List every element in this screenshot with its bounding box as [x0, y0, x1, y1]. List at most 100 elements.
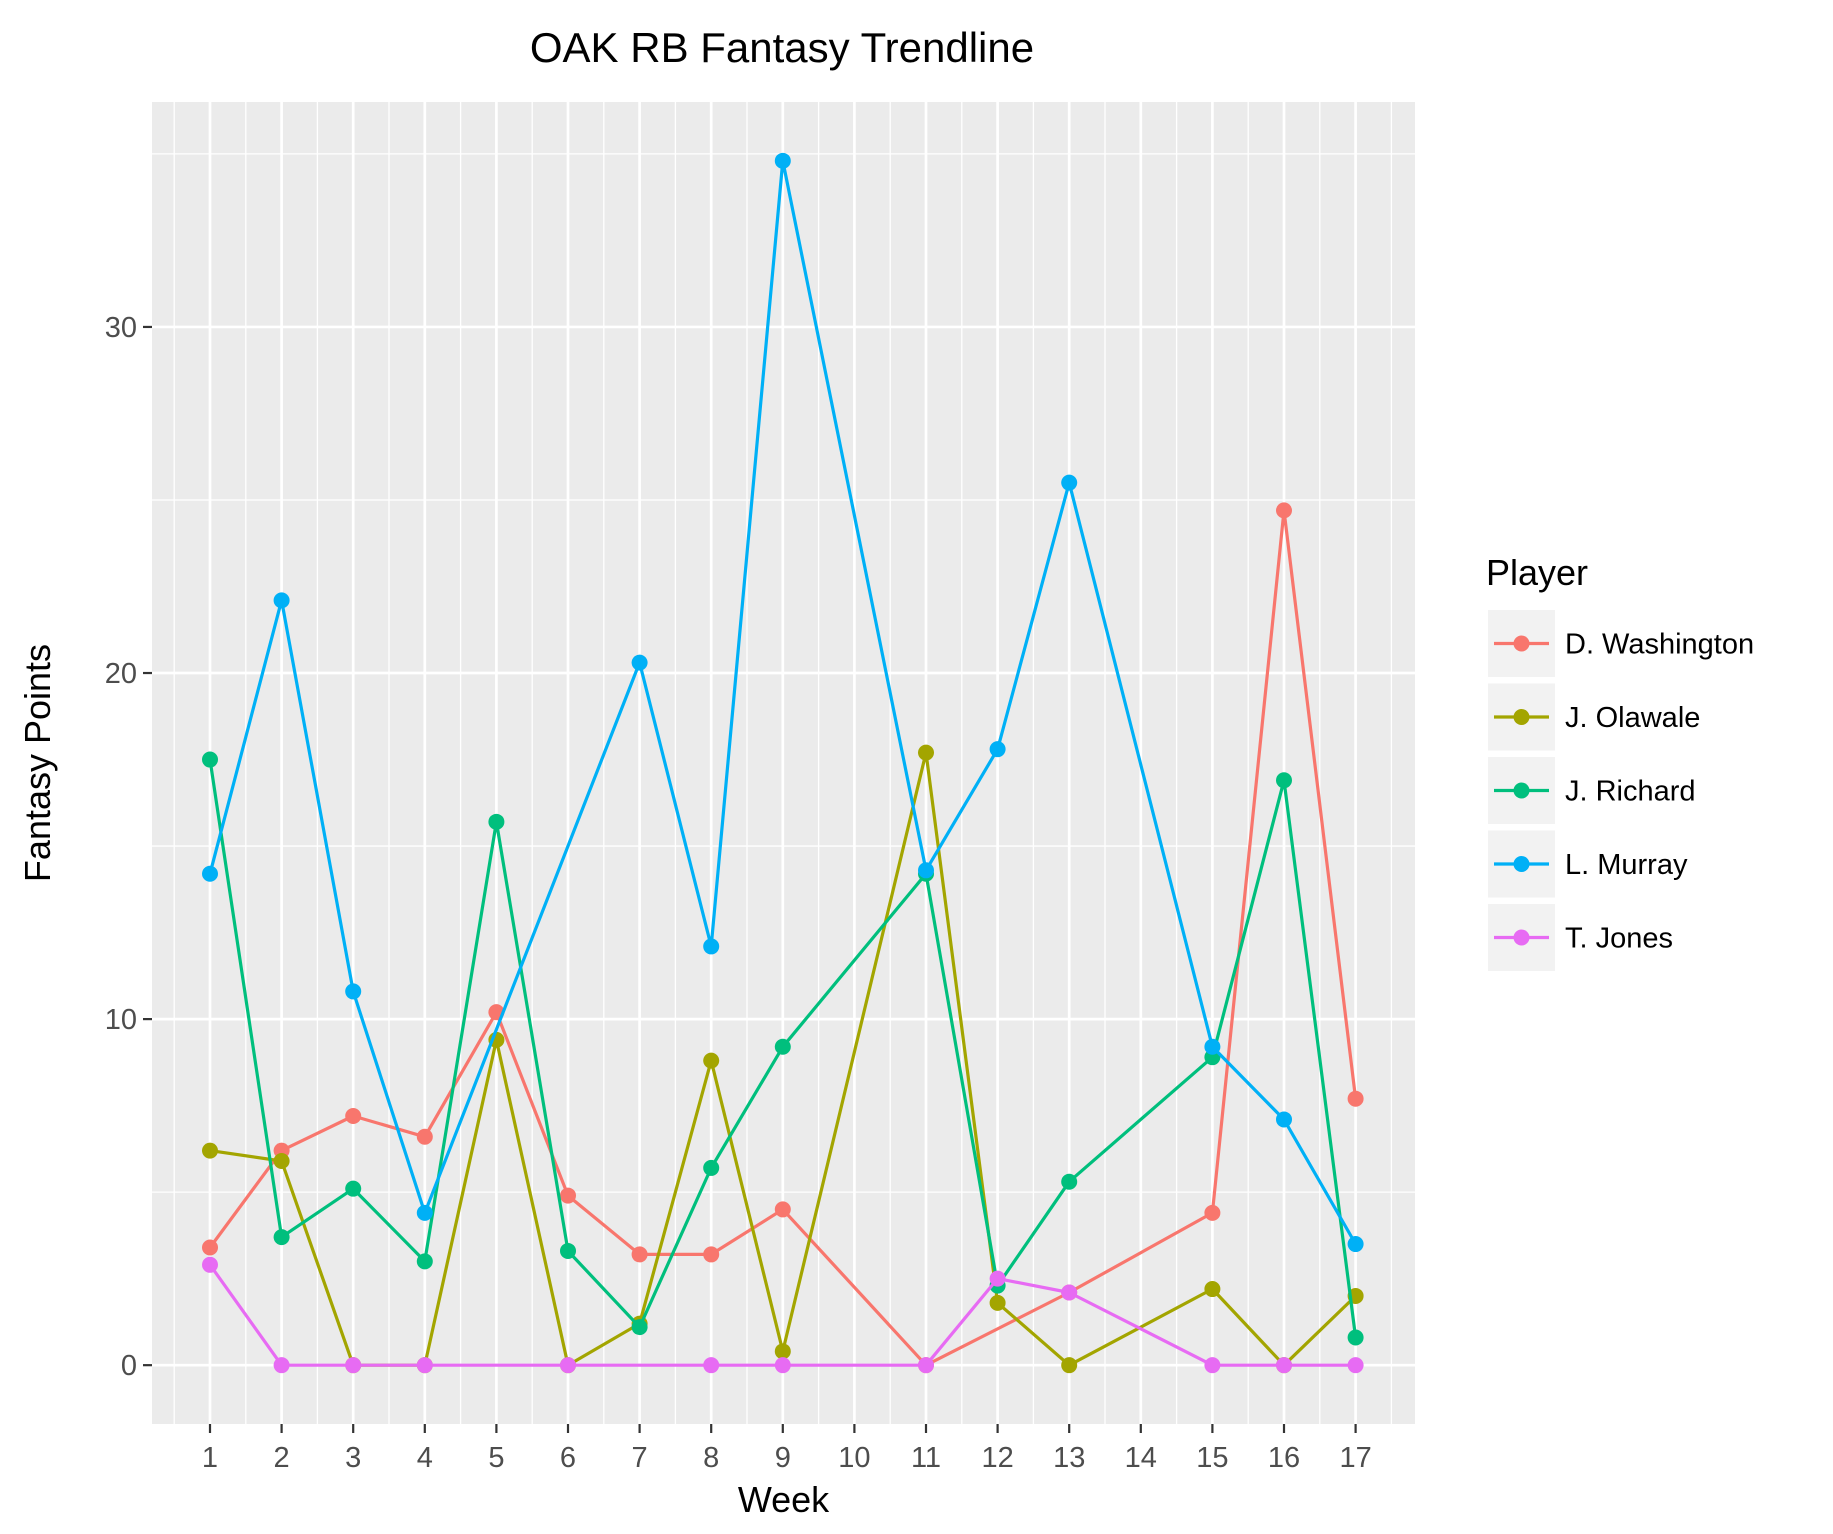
data-point [631, 1319, 648, 1336]
x-axis-title: Week [738, 1479, 830, 1520]
data-point [560, 1357, 576, 1374]
x-tick-label: 4 [417, 1442, 433, 1474]
data-point [202, 1256, 218, 1273]
legend-key-point [1513, 929, 1530, 946]
data-point [1061, 1357, 1078, 1374]
series-j-richard [202, 751, 1364, 1346]
legend: Player D. Washington J. Olawale J. Richard… [1486, 552, 1754, 971]
data-point [1276, 1111, 1292, 1128]
legend-item: J. Olawale [1488, 683, 1700, 751]
grid-major [152, 102, 1415, 1424]
data-point [1276, 1357, 1292, 1374]
data-point [345, 1107, 362, 1124]
x-tick-label: 5 [488, 1442, 504, 1474]
data-point [345, 1180, 362, 1197]
data-point [1347, 1236, 1364, 1253]
data-point [560, 1187, 576, 1204]
legend-item: J. Richard [1488, 757, 1696, 824]
y-axis: 0 10 20 30 [105, 312, 152, 1382]
series-line [208, 508, 1358, 1367]
legend-item: L. Murray [1488, 830, 1688, 898]
data-point [774, 1357, 791, 1374]
x-tick-label: 7 [632, 1442, 648, 1474]
data-point [1347, 1357, 1364, 1374]
data-point [202, 865, 218, 882]
data-point [1204, 1204, 1221, 1221]
x-tick-label: 16 [1268, 1442, 1300, 1474]
series-layer [202, 152, 1364, 1374]
legend-title: Player [1486, 552, 1588, 593]
legend-key-point [1513, 782, 1530, 799]
data-point [703, 938, 720, 955]
y-tick-label: 20 [105, 658, 137, 690]
legend-label: T. Jones [1565, 923, 1673, 955]
data-point [416, 1128, 433, 1145]
data-point [416, 1204, 433, 1221]
data-point [703, 1159, 720, 1176]
data-point [560, 1242, 576, 1259]
data-point [774, 152, 791, 169]
x-tick-label: 10 [838, 1442, 870, 1474]
legend-label: D. Washington [1565, 629, 1754, 661]
x-axis: 1 2 3 4 5 6 7 8 9 10 11 12 13 14 15 16 17 [202, 1424, 1372, 1474]
x-tick-label: 3 [345, 1442, 361, 1474]
y-tick-label: 0 [121, 1350, 137, 1382]
series-t-jones [202, 1256, 1364, 1374]
x-tick-label: 13 [1053, 1442, 1085, 1474]
data-point [1204, 1357, 1221, 1374]
data-point [1347, 1329, 1364, 1346]
data-point [703, 1246, 720, 1263]
series-l-murray [202, 152, 1364, 1253]
legend-label: J. Richard [1565, 776, 1696, 808]
data-point [1061, 474, 1078, 491]
legend-key-point [1513, 856, 1530, 872]
data-point [1061, 1173, 1078, 1190]
x-tick-label: 14 [1125, 1442, 1157, 1474]
data-point [703, 1052, 720, 1069]
data-point [631, 654, 648, 671]
x-tick-label: 2 [274, 1442, 290, 1474]
data-point [774, 1343, 791, 1360]
data-point [1204, 1038, 1221, 1055]
legend-label: L. Murray [1565, 849, 1688, 881]
chart-title: OAK RB Fantasy Trendline [530, 24, 1034, 71]
data-point [345, 983, 362, 1000]
data-point [1276, 502, 1292, 519]
x-tick-label: 1 [202, 1442, 218, 1474]
data-point [1204, 1281, 1221, 1298]
y-axis-title: Fantasy Points [17, 644, 58, 882]
data-point [1061, 1284, 1078, 1301]
legend-key-point [1513, 709, 1530, 725]
data-point [918, 1357, 934, 1374]
data-point [989, 741, 1006, 758]
x-tick-label: 12 [981, 1442, 1013, 1474]
data-point [273, 592, 290, 609]
data-point [1347, 1090, 1364, 1107]
series-d-washington [202, 502, 1364, 1374]
data-point [202, 1142, 218, 1159]
data-point [774, 1201, 791, 1218]
data-point [202, 751, 218, 768]
data-point [631, 1246, 648, 1263]
x-tick-label: 9 [775, 1442, 791, 1474]
data-point [416, 1253, 433, 1270]
x-tick-label: 6 [560, 1442, 576, 1474]
data-point [1276, 772, 1292, 789]
data-point [989, 1294, 1006, 1311]
legend-item: D. Washington [1488, 610, 1754, 677]
data-point [488, 813, 505, 830]
x-tick-label: 11 [911, 1442, 941, 1474]
x-tick-label: 8 [703, 1442, 719, 1474]
data-point [918, 862, 934, 879]
legend-item: T. Jones [1488, 904, 1673, 971]
data-point [703, 1357, 720, 1374]
x-tick-label: 15 [1196, 1442, 1228, 1474]
data-point [918, 744, 934, 761]
data-point [774, 1038, 791, 1055]
x-tick-label: 17 [1339, 1442, 1371, 1474]
data-point [273, 1357, 290, 1374]
data-point [989, 1270, 1006, 1287]
legend-label: J. Olawale [1565, 702, 1700, 734]
